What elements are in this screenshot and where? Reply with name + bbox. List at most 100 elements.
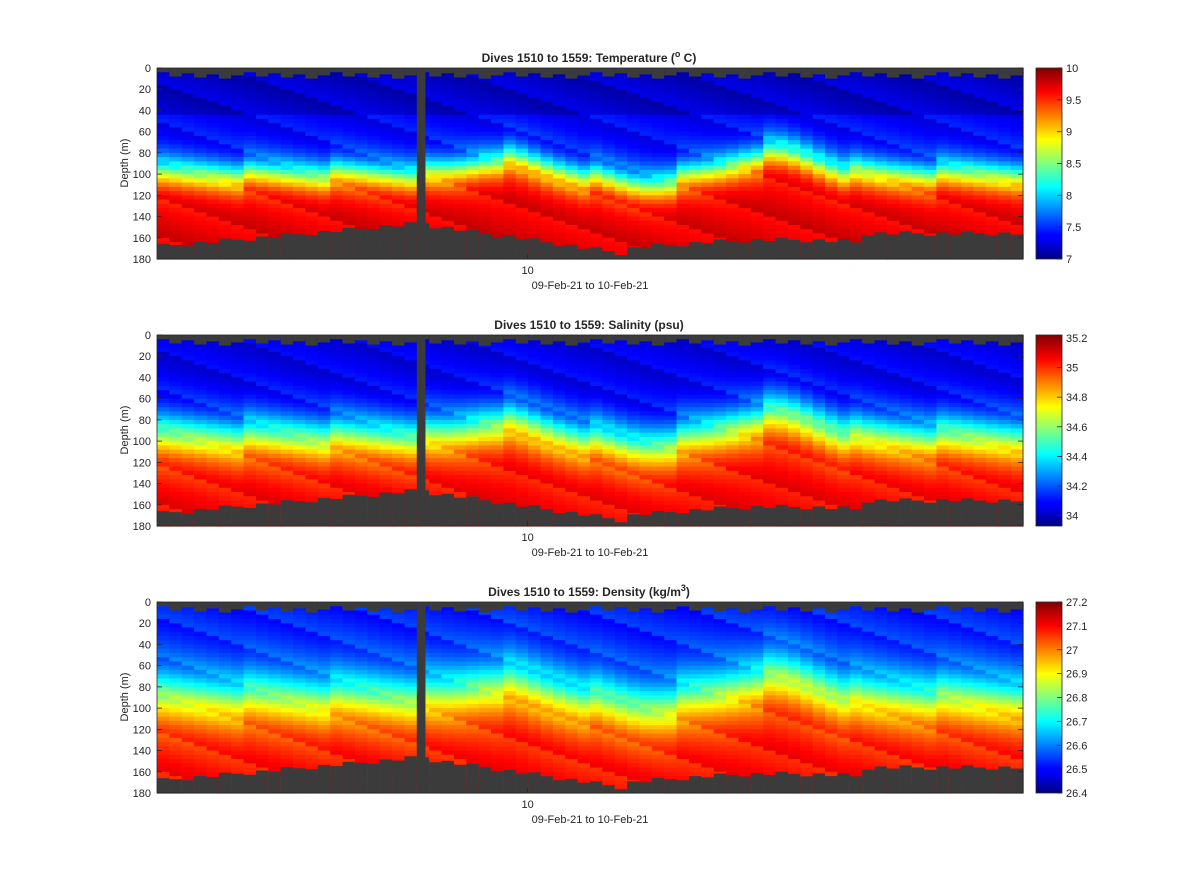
heatmap-cell (800, 212, 814, 218)
heatmap-cell (515, 123, 529, 129)
heatmap-cell (330, 385, 344, 391)
heatmap-cell (453, 398, 467, 404)
heatmap-cell (392, 356, 406, 362)
heatmap-cell (985, 127, 999, 133)
heatmap-cell (169, 80, 183, 86)
heatmap-cell (181, 76, 195, 82)
surface-nodata (837, 68, 851, 76)
heatmap-cell (911, 208, 925, 213)
heatmap-cell (478, 394, 492, 400)
heatmap-cell (565, 402, 579, 408)
heatmap-cell (206, 483, 220, 489)
heatmap-cell (886, 93, 900, 99)
heatmap-cell (404, 195, 418, 201)
heatmap-cell (404, 106, 418, 112)
heatmap-cell (565, 208, 579, 213)
seafloor-nodata (218, 505, 232, 526)
heatmap-cell (354, 479, 368, 485)
heatmap-cell (169, 373, 183, 379)
heatmap-cell (305, 89, 319, 95)
heatmap-cell (577, 182, 591, 188)
seafloor-nodata (379, 225, 393, 259)
heatmap-cell (441, 377, 455, 383)
heatmap-cell (775, 161, 789, 167)
heatmap-cell (664, 203, 678, 209)
heatmap-cell (924, 212, 937, 218)
heatmap-cell (392, 466, 406, 472)
heatmap-cell (342, 390, 356, 396)
heatmap-cell (552, 131, 566, 137)
heatmap-cell (441, 144, 455, 150)
heatmap-cell (491, 462, 504, 468)
heatmap-cell (849, 208, 863, 213)
heatmap-cell (676, 212, 690, 218)
heatmap-cell (862, 195, 876, 201)
heatmap-cell (453, 157, 467, 162)
heatmap-cell (206, 496, 220, 502)
heatmap-cell (453, 135, 467, 141)
heatmap-cell (676, 229, 690, 235)
heatmap-cell (899, 195, 913, 201)
heatmap-cell (342, 148, 356, 154)
heatmap-cell (503, 419, 517, 425)
heatmap-cell (392, 445, 406, 451)
heatmap-cell (392, 93, 406, 99)
heatmap-cell (552, 462, 566, 468)
heatmap-cell (552, 470, 566, 476)
salinity-title: Dives 1510 to 1559: Salinity (psu) (494, 318, 683, 332)
heatmap-cell (528, 144, 542, 150)
heatmap-cell (552, 500, 566, 506)
heatmap-cell (726, 152, 740, 158)
heatmap-cell (305, 191, 319, 196)
heatmap-cell (305, 364, 319, 370)
heatmap-cell (503, 157, 517, 162)
heatmap-cell (515, 475, 529, 480)
heatmap-cell (664, 165, 678, 171)
heatmap-cell (899, 93, 913, 99)
heatmap-cell (429, 225, 443, 230)
heatmap-cell (503, 174, 517, 179)
heatmap-cell (676, 89, 690, 95)
heatmap-cell (515, 118, 529, 124)
heatmap-cell (763, 229, 777, 235)
heatmap-cell (280, 462, 294, 468)
heatmap-cell (305, 229, 319, 235)
heatmap-cell (429, 89, 443, 95)
heatmap-cell (429, 174, 443, 179)
heatmap-cell (701, 208, 715, 213)
heatmap-cell (194, 106, 208, 112)
heatmap-cell (181, 360, 195, 366)
heatmap-cell (243, 411, 257, 417)
heatmap-cell (590, 174, 603, 179)
heatmap-cell (775, 233, 789, 239)
heatmap-cell (701, 135, 715, 141)
heatmap-cell (540, 110, 554, 116)
heatmap-cell (317, 415, 331, 421)
heatmap-cell (515, 220, 529, 226)
heatmap-cell (651, 106, 665, 112)
heatmap-cell (924, 89, 937, 95)
heatmap-cell (429, 157, 443, 162)
heatmap-cell (404, 127, 418, 133)
heatmap-cell (639, 157, 653, 162)
heatmap-cell (787, 199, 801, 205)
heatmap-cell (218, 110, 232, 116)
heatmap-cell (478, 360, 492, 366)
surface-nodata (998, 68, 1012, 79)
heatmap-cell (194, 144, 208, 150)
heatmap-cell (825, 178, 839, 184)
heatmap-cell (429, 424, 443, 429)
heatmap-cell (552, 161, 566, 167)
heatmap-cell (763, 186, 777, 192)
heatmap-cell (181, 174, 195, 179)
surface-nodata (181, 68, 195, 74)
heatmap-cell (478, 216, 492, 222)
heatmap-cell (577, 229, 591, 235)
heatmap-cell (255, 462, 269, 468)
heatmap-cell (243, 343, 257, 349)
heatmap-cell (342, 466, 356, 472)
heatmap-cell (577, 144, 591, 150)
heatmap-cell (899, 97, 913, 103)
heatmap-cell (565, 199, 579, 205)
heatmap-cell (157, 148, 170, 154)
